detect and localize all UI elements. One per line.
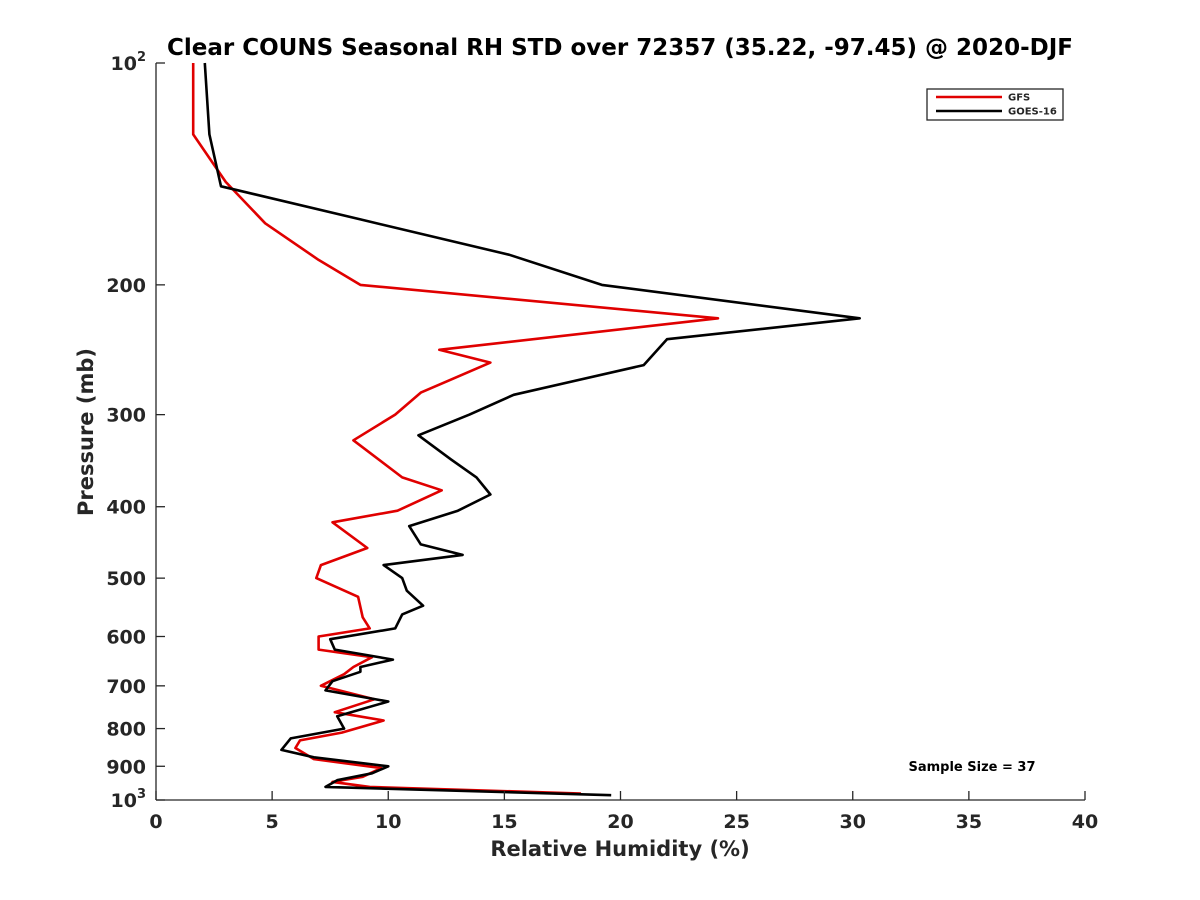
- y-tick-label: 200: [106, 275, 146, 297]
- y-tick-label: 800: [106, 719, 146, 741]
- y-tick-label: 400: [106, 497, 146, 519]
- y-tick-label: 600: [106, 626, 146, 648]
- x-tick-label: 25: [723, 811, 749, 833]
- legend-box: [926, 88, 1064, 121]
- x-tick-label: 35: [956, 811, 982, 833]
- x-tick-label: 5: [266, 811, 279, 833]
- x-tick-label: 20: [607, 811, 633, 833]
- y-tick-label: 900: [106, 756, 146, 778]
- legend: GFS GOES-16: [926, 88, 1064, 121]
- x-tick-label: 30: [840, 811, 866, 833]
- y-tick-label: 300: [106, 405, 146, 427]
- y-tick-label: 102: [111, 50, 147, 75]
- x-axis-label: Relative Humidity (%): [490, 837, 749, 861]
- y-tick-label: 500: [106, 568, 146, 590]
- x-axis-ticks: 0 5 10 15 20 25 30 35 40: [149, 791, 1098, 833]
- chart-title: Clear COUNS Seasonal RH STD over 72357 (…: [167, 35, 1073, 61]
- y-axis-ticks: 102 200 300 400 500 600 700 800 900 103: [106, 50, 165, 812]
- series-layer: [191, 62, 862, 797]
- legend-label-goes-16: GOES-16: [1008, 107, 1057, 118]
- x-tick-label: 10: [375, 811, 401, 833]
- y-tick-label: 700: [106, 676, 146, 698]
- x-tick-label: 40: [1072, 811, 1098, 833]
- y-tick-label: 103: [111, 787, 147, 812]
- sample-size-annotation: Sample Size = 37: [908, 760, 1035, 775]
- y-axis-label: Pressure (mb): [74, 348, 98, 516]
- series-line-gfs: [191, 63, 720, 795]
- series-line-goes-16: [203, 62, 862, 797]
- x-tick-label: 15: [491, 811, 517, 833]
- x-tick-label: 0: [149, 811, 162, 833]
- legend-label-gfs: GFS: [1008, 93, 1030, 104]
- plot-area: [156, 63, 1085, 800]
